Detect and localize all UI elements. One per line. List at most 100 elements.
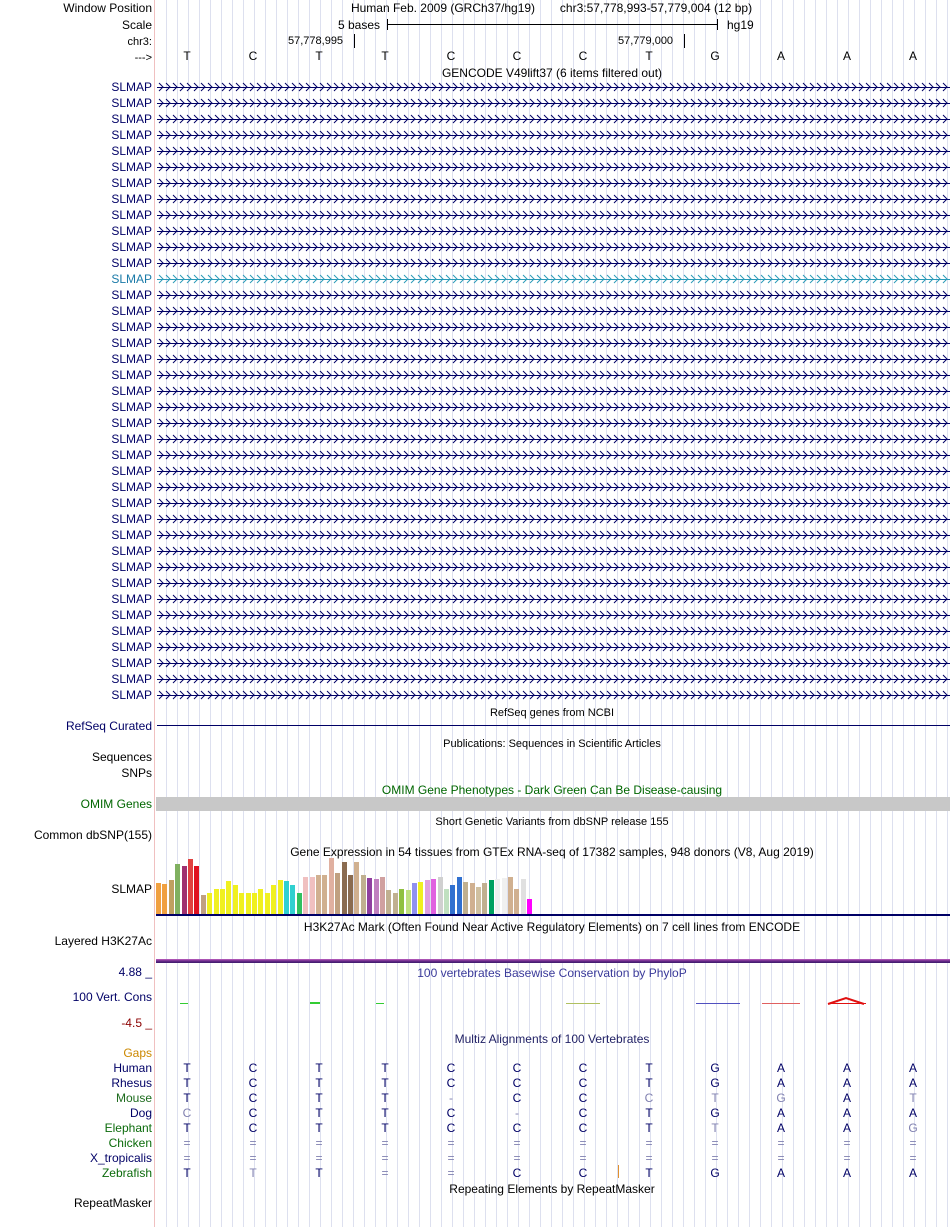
gtex-tissue-bar[interactable] — [418, 881, 424, 914]
gtex-tissue-bar[interactable] — [495, 878, 501, 914]
gencode-transcript[interactable] — [157, 177, 950, 189]
gtex-tissue-bar[interactable] — [514, 889, 520, 914]
gencode-gene-label[interactable]: SLMAP — [111, 192, 152, 206]
refseq-line[interactable] — [157, 725, 950, 726]
gtex-tissue-bar[interactable] — [220, 889, 225, 914]
species-label[interactable]: Mouse — [115, 1091, 152, 1105]
gencode-gene-label[interactable]: SLMAP — [111, 544, 152, 558]
gencode-transcript[interactable] — [157, 337, 950, 349]
gtex-tissue-bar[interactable] — [482, 882, 488, 914]
gtex-tissue-bar[interactable] — [226, 880, 232, 914]
gencode-gene-label[interactable]: SLMAP — [111, 272, 152, 286]
gencode-gene-label[interactable]: SLMAP — [111, 208, 152, 222]
omim-label[interactable]: OMIM Genes — [80, 797, 152, 811]
pubs-label-snps[interactable]: SNPs — [121, 766, 152, 780]
h3k27ac-signal[interactable] — [156, 959, 950, 963]
gencode-transcript[interactable] — [157, 449, 950, 461]
gencode-transcript[interactable] — [157, 577, 950, 589]
gencode-gene-label[interactable]: SLMAP — [111, 256, 152, 270]
gencode-gene-label[interactable]: SLMAP — [111, 560, 152, 574]
omim-bar[interactable] — [156, 797, 950, 811]
repeatmasker-title[interactable]: Repeating Elements by RepeatMasker — [449, 1182, 655, 1196]
gencode-transcript[interactable] — [157, 321, 950, 333]
gtex-tissue-bar[interactable] — [360, 874, 366, 914]
gencode-transcript[interactable] — [157, 273, 950, 285]
gtex-tissue-bar[interactable] — [450, 884, 456, 914]
gtex-tissue-bar[interactable] — [476, 887, 481, 914]
dbsnp-title[interactable]: Short Genetic Variants from dbSNP releas… — [435, 816, 669, 828]
gtex-tissue-bar[interactable] — [188, 859, 193, 914]
repeatmasker-label[interactable]: RepeatMasker — [73, 1196, 152, 1210]
gtex-tissue-bar[interactable] — [431, 878, 437, 914]
gencode-gene-label[interactable]: SLMAP — [111, 240, 152, 254]
gencode-gene-label[interactable]: SLMAP — [111, 336, 152, 350]
gencode-gene-label[interactable]: SLMAP — [111, 496, 152, 510]
gencode-transcript[interactable] — [157, 593, 950, 605]
gtex-title[interactable]: Gene Expression in 54 tissues from GTEx … — [290, 845, 814, 859]
gencode-gene-label[interactable]: SLMAP — [111, 688, 152, 702]
species-label[interactable]: Zebrafish — [101, 1166, 152, 1180]
gtex-tissue-bar[interactable] — [488, 879, 494, 914]
h3k27ac-title[interactable]: H3K27Ac Mark (Often Found Near Active Re… — [303, 920, 801, 934]
position-text[interactable]: chr3:57,778,993-57,779,004 (12 bp) — [559, 1, 753, 15]
gencode-transcript[interactable] — [157, 625, 950, 637]
gencode-gene-label[interactable]: SLMAP — [111, 128, 152, 142]
gencode-gene-label[interactable]: SLMAP — [111, 352, 152, 366]
pubs-label-sequences[interactable]: Sequences — [91, 750, 152, 764]
gencode-gene-label[interactable]: SLMAP — [111, 144, 152, 158]
gencode-gene-label[interactable]: SLMAP — [111, 224, 152, 238]
gencode-transcript[interactable] — [157, 465, 950, 477]
gencode-transcript[interactable] — [157, 641, 950, 653]
gtex-tissue-bar[interactable] — [168, 879, 174, 914]
gtex-tissue-bar[interactable] — [405, 890, 411, 914]
gencode-transcript[interactable] — [157, 385, 950, 397]
gtex-tissue-bar[interactable] — [348, 874, 353, 914]
gencode-title[interactable]: GENCODE V49lift37 (6 items filtered out) — [441, 66, 663, 80]
gtex-tissue-bar[interactable] — [316, 874, 321, 914]
gtex-tissue-bar[interactable] — [328, 858, 334, 914]
multiz-title[interactable]: Multiz Alignments of 100 Vertebrates — [454, 1032, 650, 1046]
gtex-tissue-bar[interactable] — [501, 877, 507, 914]
species-label[interactable]: Dog — [129, 1106, 152, 1120]
gencode-gene-label[interactable]: SLMAP — [111, 320, 152, 334]
gencode-transcript[interactable] — [157, 305, 950, 317]
gtex-tissue-bar[interactable] — [412, 882, 417, 914]
phylop-plot[interactable] — [156, 990, 950, 1010]
gtex-tissue-bar[interactable] — [508, 876, 513, 914]
h3k27ac-label[interactable]: Layered H3K27Ac — [54, 934, 152, 948]
gencode-gene-label[interactable]: SLMAP — [111, 432, 152, 446]
gencode-gene-label[interactable]: SLMAP — [111, 416, 152, 430]
gencode-transcript[interactable] — [157, 145, 950, 157]
refseq-title[interactable]: RefSeq genes from NCBI — [489, 707, 615, 719]
gtex-tissue-bar[interactable] — [399, 889, 405, 914]
gencode-gene-label[interactable]: SLMAP — [111, 608, 152, 622]
gencode-transcript[interactable] — [157, 529, 950, 541]
gtex-tissue-bar[interactable] — [181, 866, 187, 914]
gencode-gene-label[interactable]: SLMAP — [111, 384, 152, 398]
gtex-tissue-bar[interactable] — [527, 899, 533, 914]
gtex-tissue-bar[interactable] — [437, 876, 443, 914]
gtex-tissue-bar[interactable] — [373, 878, 379, 914]
gtex-tissue-bar[interactable] — [271, 884, 277, 914]
gencode-transcript[interactable] — [157, 225, 950, 237]
gtex-tissue-bar[interactable] — [175, 864, 181, 914]
gtex-tissue-bar[interactable] — [252, 893, 257, 914]
gencode-transcript[interactable] — [157, 129, 950, 141]
refseq-label[interactable]: RefSeq Curated — [65, 719, 152, 733]
gtex-tissue-bar[interactable] — [213, 889, 219, 914]
gencode-gene-label[interactable]: SLMAP — [111, 368, 152, 382]
gencode-gene-label[interactable]: SLMAP — [111, 512, 152, 526]
gtex-tissue-bar[interactable] — [367, 877, 373, 914]
gencode-gene-label[interactable]: SLMAP — [111, 528, 152, 542]
gencode-transcript[interactable] — [157, 161, 950, 173]
gtex-tissue-bar[interactable] — [258, 889, 264, 914]
gencode-gene-label[interactable]: SLMAP — [111, 160, 152, 174]
gtex-tissue-bar[interactable] — [232, 884, 238, 914]
gtex-tissue-bar[interactable] — [284, 880, 289, 914]
gtex-tissue-bar[interactable] — [156, 882, 161, 914]
pubs-title[interactable]: Publications: Sequences in Scientific Ar… — [443, 738, 661, 750]
gtex-tissue-bar[interactable] — [309, 876, 315, 914]
gencode-gene-label[interactable]: SLMAP — [111, 304, 152, 318]
gencode-transcript[interactable] — [157, 497, 950, 509]
gencode-gene-label[interactable]: SLMAP — [111, 176, 152, 190]
